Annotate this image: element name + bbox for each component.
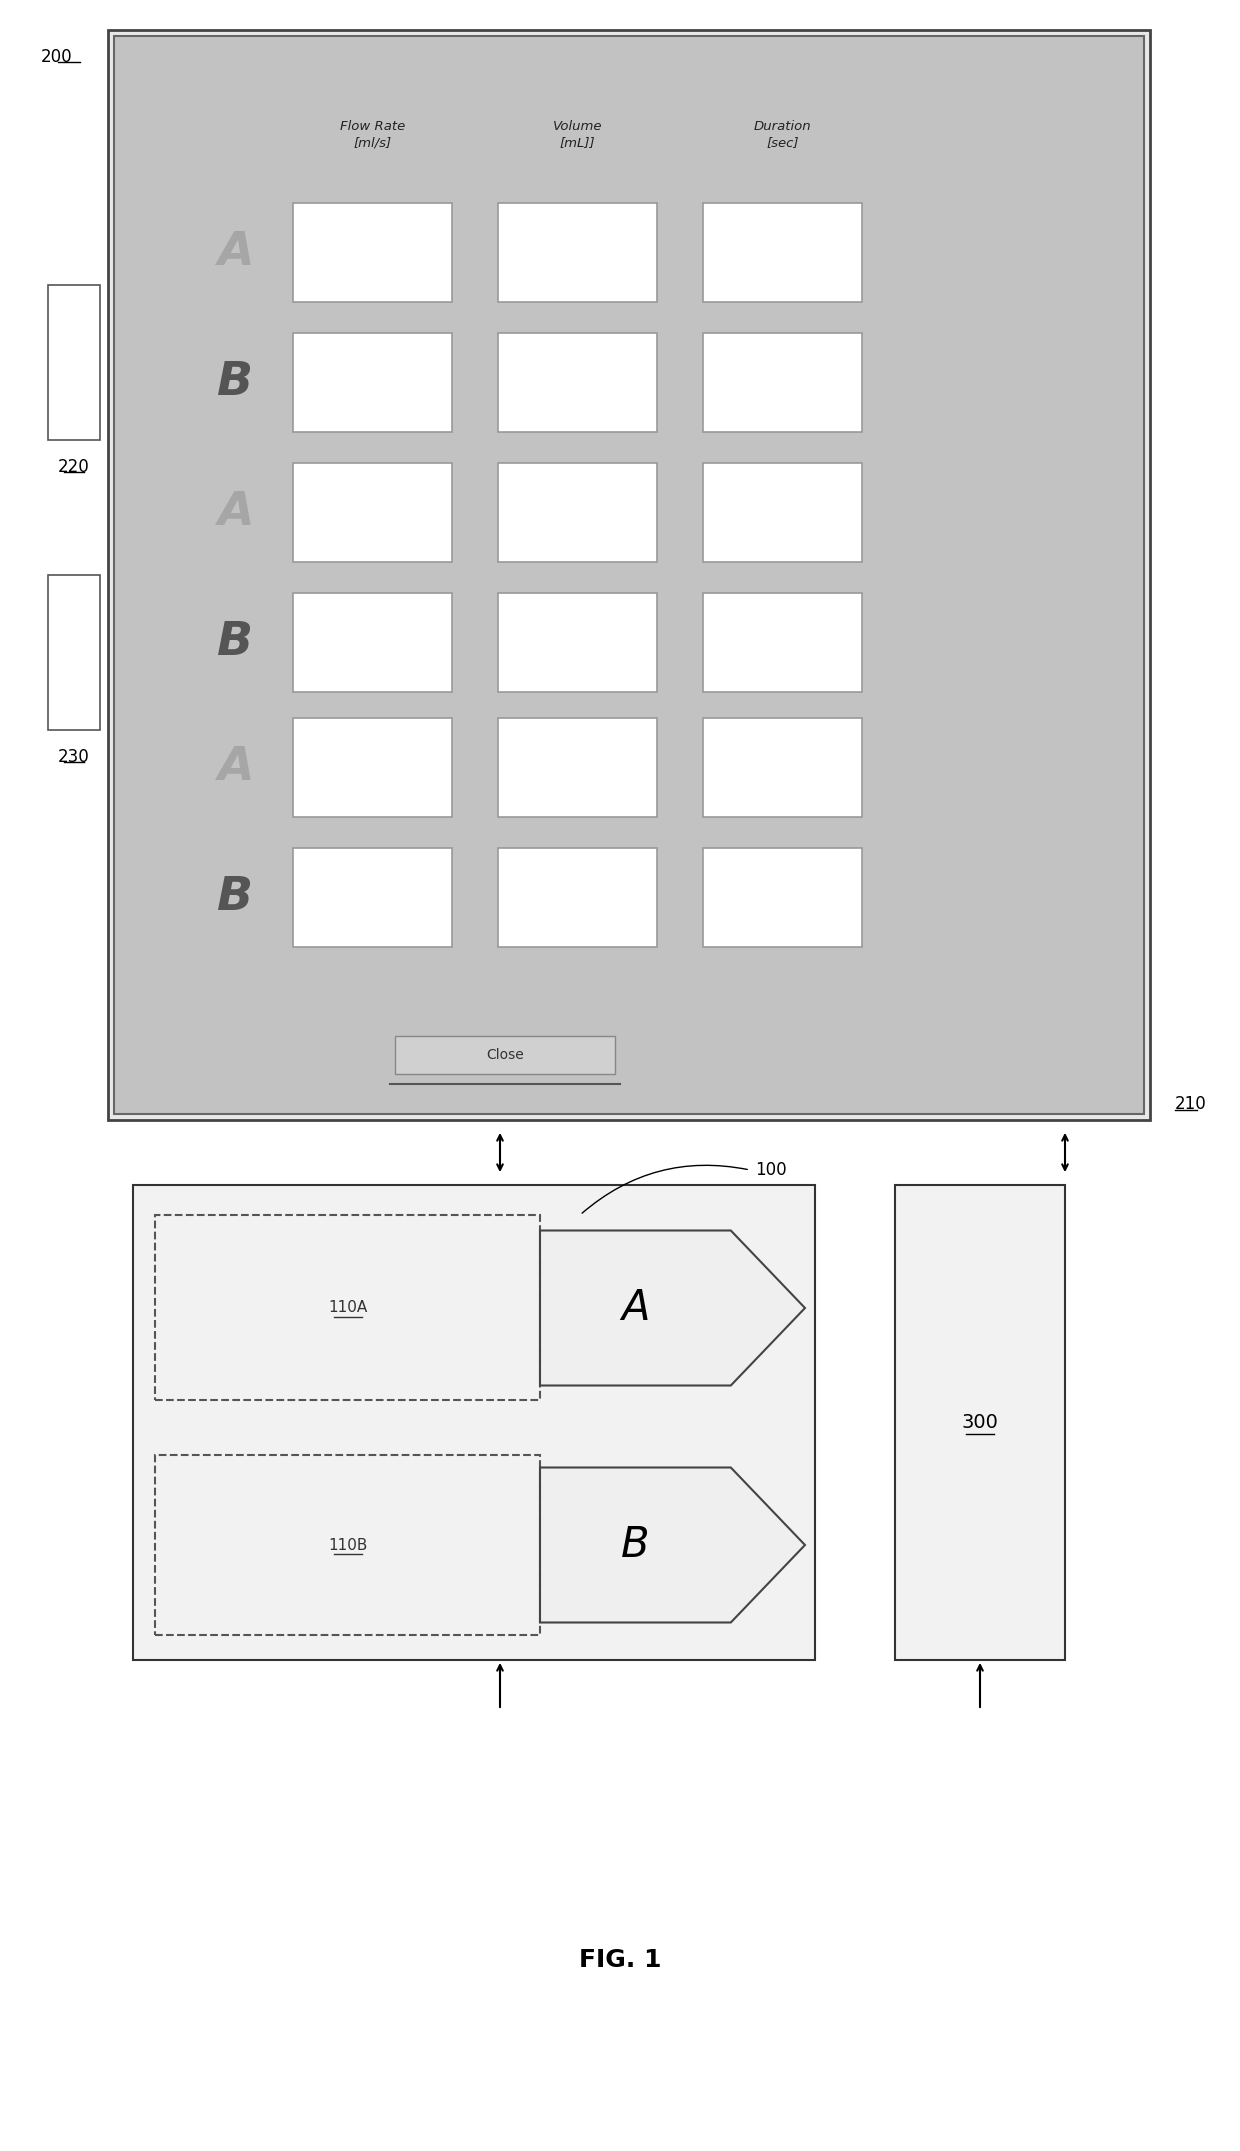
Bar: [498, 718, 657, 817]
Text: 230: 230: [58, 749, 89, 766]
Text: 110A: 110A: [327, 1299, 367, 1314]
Text: Flow Rate
[ml/s]: Flow Rate [ml/s]: [340, 120, 405, 148]
Bar: [498, 847, 657, 946]
Text: B: B: [217, 359, 253, 404]
Bar: [498, 333, 657, 432]
Polygon shape: [539, 1467, 805, 1622]
Text: B: B: [621, 1525, 650, 1566]
Text: Duration
[sec]: Duration [sec]: [754, 120, 811, 148]
Text: 220: 220: [58, 458, 89, 475]
Text: 210: 210: [1176, 1095, 1207, 1112]
Bar: [114, 37, 1145, 58]
Bar: [114, 37, 1145, 1114]
Bar: [293, 718, 453, 817]
Bar: [498, 594, 657, 693]
Text: 200: 200: [41, 47, 72, 67]
Bar: [293, 594, 453, 693]
Bar: [396, 1037, 615, 1073]
Polygon shape: [539, 1230, 805, 1385]
Bar: [895, 1185, 1065, 1661]
Bar: [703, 462, 862, 561]
Text: A: A: [217, 230, 253, 275]
Bar: [48, 284, 100, 441]
Bar: [498, 202, 657, 301]
Text: Volume
[mL]]: Volume [mL]]: [553, 120, 603, 148]
Text: 110B: 110B: [327, 1538, 367, 1553]
Text: A: A: [217, 744, 253, 789]
Bar: [703, 847, 862, 946]
Bar: [48, 574, 100, 729]
Text: 100: 100: [755, 1162, 786, 1179]
Text: A: A: [217, 490, 253, 536]
Bar: [293, 333, 453, 432]
Text: 300: 300: [961, 1413, 998, 1433]
Bar: [703, 202, 862, 301]
Bar: [703, 718, 862, 817]
Bar: [133, 1185, 815, 1661]
Bar: [498, 462, 657, 561]
Bar: [108, 30, 1149, 1121]
Bar: [703, 333, 862, 432]
Text: B: B: [217, 875, 253, 921]
Bar: [155, 1215, 539, 1400]
Bar: [155, 1454, 539, 1635]
Bar: [293, 847, 453, 946]
Bar: [293, 202, 453, 301]
Bar: [293, 462, 453, 561]
Text: A: A: [621, 1286, 650, 1329]
Bar: [703, 594, 862, 693]
Text: B: B: [217, 619, 253, 665]
Text: Close: Close: [486, 1048, 523, 1063]
Text: FIG. 1: FIG. 1: [579, 1949, 661, 1972]
